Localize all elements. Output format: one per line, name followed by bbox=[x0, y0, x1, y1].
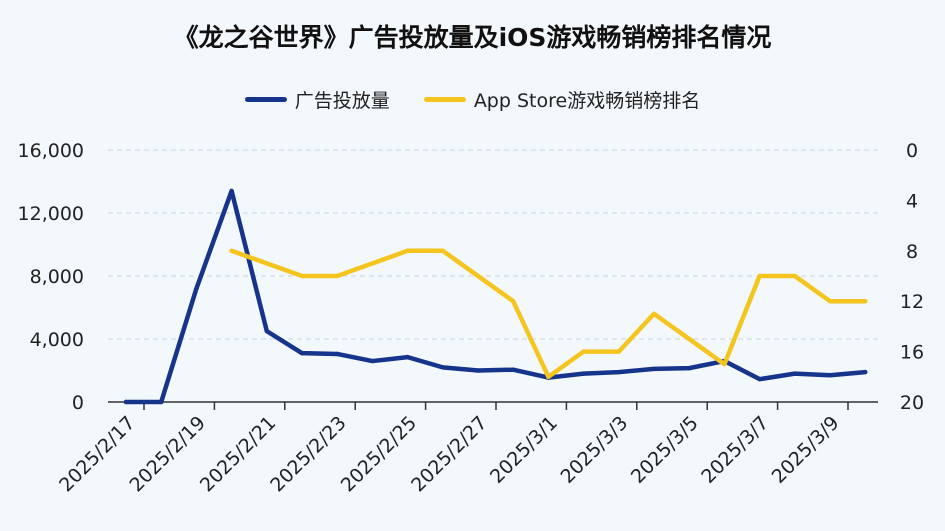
y-left-tick-label: 12,000 bbox=[18, 203, 84, 225]
data-point-ad-volume bbox=[757, 376, 762, 382]
y-right-tick-label: 12 bbox=[900, 291, 924, 313]
series-line-appstore-rank bbox=[229, 248, 868, 380]
data-point-ad-volume bbox=[194, 286, 199, 291]
y-left-tick-label: 8,000 bbox=[30, 266, 84, 288]
data-point-ad-volume bbox=[299, 350, 305, 356]
x-tick-label: 2025/2/17 bbox=[55, 412, 139, 496]
data-point-appstore-rank bbox=[299, 273, 305, 279]
data-point-ad-volume bbox=[792, 371, 797, 376]
y-right-tick-label: 0 bbox=[906, 140, 918, 162]
data-point-appstore-rank bbox=[687, 336, 692, 342]
data-point-ad-volume bbox=[827, 373, 833, 378]
data-point-appstore-rank bbox=[370, 261, 375, 266]
data-point-ad-volume bbox=[511, 367, 516, 372]
data-point-appstore-rank bbox=[511, 299, 516, 304]
data-point-ad-volume bbox=[687, 365, 692, 371]
data-point-appstore-rank bbox=[440, 248, 445, 253]
data-point-appstore-rank bbox=[335, 273, 340, 279]
x-tick-label: 2025/2/27 bbox=[407, 412, 491, 496]
data-point-appstore-rank bbox=[827, 299, 833, 304]
series-line-ad-volume bbox=[123, 188, 868, 405]
data-point-ad-volume bbox=[370, 358, 375, 364]
data-point-appstore-rank bbox=[792, 273, 797, 279]
data-point-ad-volume bbox=[581, 371, 586, 376]
data-point-appstore-rank bbox=[581, 349, 586, 354]
x-tick-label: 2025/2/25 bbox=[337, 412, 421, 496]
x-tick-label: 2025/3/7 bbox=[697, 412, 773, 488]
data-point-appstore-rank bbox=[616, 349, 621, 354]
y-right-tick-label: 20 bbox=[900, 392, 924, 414]
data-point-ad-volume bbox=[440, 365, 445, 370]
data-point-ad-volume bbox=[229, 188, 234, 194]
legend-label-appstore-rank: App Store游戏畅销榜排名 bbox=[473, 90, 701, 112]
y-right-tick-label: 8 bbox=[906, 241, 918, 263]
x-tick-label: 2025/3/1 bbox=[486, 412, 562, 488]
chart-title: 《龙之谷世界》广告投放量及iOS游戏畅销榜排名情况 bbox=[173, 23, 772, 52]
data-point-ad-volume bbox=[405, 354, 410, 360]
data-point-appstore-rank bbox=[863, 299, 868, 304]
y-left-tick-label: 4,000 bbox=[30, 329, 84, 351]
x-tick-label: 2025/3/3 bbox=[556, 412, 632, 488]
data-point-appstore-rank bbox=[264, 261, 269, 266]
data-point-appstore-rank bbox=[405, 248, 410, 253]
legend-swatch-ad-volume bbox=[244, 97, 287, 102]
y-right-tick-label: 16 bbox=[900, 342, 924, 364]
data-point-ad-volume bbox=[651, 366, 657, 372]
data-point-ad-volume bbox=[264, 328, 269, 334]
data-point-appstore-rank bbox=[722, 362, 727, 367]
y-left-tick-label: 16,000 bbox=[18, 140, 84, 162]
data-point-appstore-rank bbox=[475, 273, 481, 279]
x-tick-label: 2025/2/19 bbox=[125, 412, 209, 496]
data-point-appstore-rank bbox=[757, 273, 762, 279]
data-point-ad-volume bbox=[123, 399, 129, 405]
data-point-appstore-rank bbox=[546, 374, 551, 379]
legend-item-ad-volume: 广告投放量 bbox=[244, 86, 390, 113]
legend-label-ad-volume: 广告投放量 bbox=[294, 90, 390, 112]
data-point-ad-volume bbox=[863, 369, 868, 375]
data-point-ad-volume bbox=[159, 399, 164, 405]
data-point-appstore-rank bbox=[229, 248, 234, 253]
x-tick-label: 2025/2/21 bbox=[196, 412, 280, 496]
x-tick-label: 2025/3/5 bbox=[627, 412, 703, 488]
y-right-tick-label: 4 bbox=[906, 190, 918, 212]
x-tick-label: 2025/3/9 bbox=[768, 412, 844, 488]
data-point-ad-volume bbox=[335, 351, 340, 357]
data-point-ad-volume bbox=[475, 368, 481, 373]
legend-item-appstore-rank: App Store游戏畅销榜排名 bbox=[423, 86, 701, 113]
data-point-ad-volume bbox=[616, 369, 621, 375]
legend-swatch-appstore-rank bbox=[423, 97, 466, 102]
y-left-tick-label: 0 bbox=[72, 392, 84, 414]
x-tick-label: 2025/2/23 bbox=[266, 412, 350, 496]
data-point-appstore-rank bbox=[651, 311, 657, 316]
legend: 广告投放量 App Store游戏畅销榜排名 bbox=[0, 86, 945, 113]
